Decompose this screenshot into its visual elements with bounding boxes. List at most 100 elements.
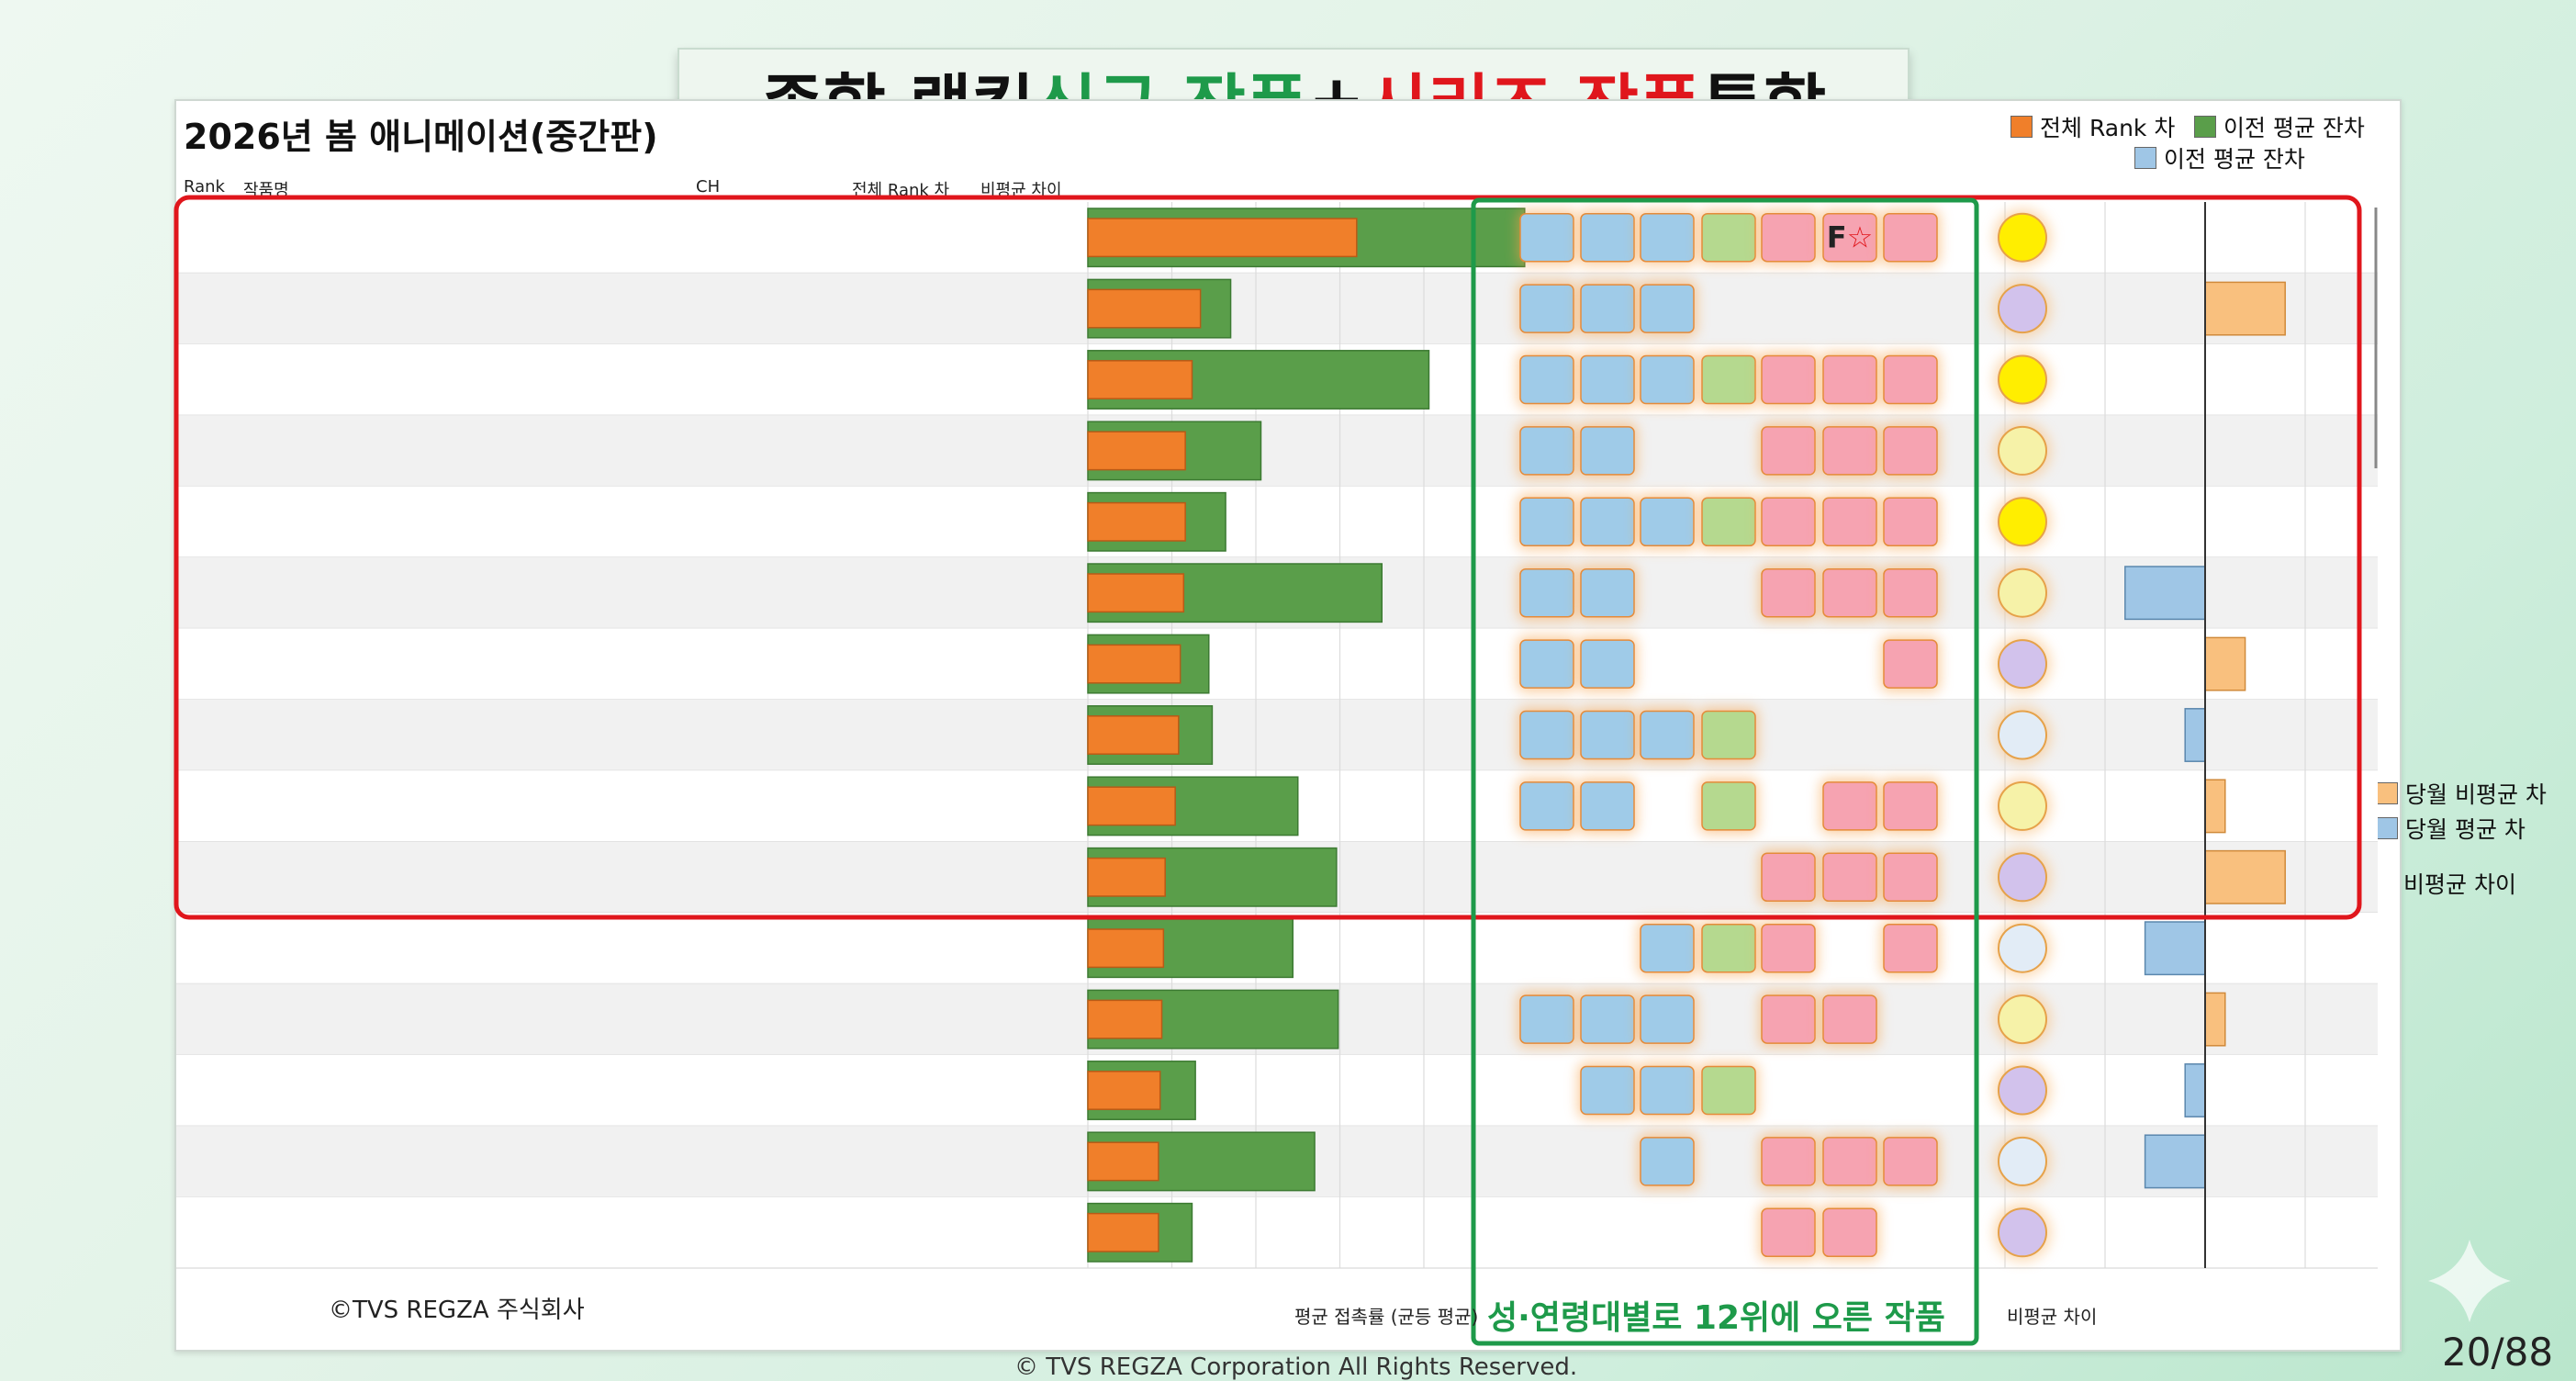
green-box-note: 성·연령대별로 12위에 오른 작품 — [1487, 1299, 1945, 1337]
nonavg-bar — [2204, 849, 2286, 904]
count-circle — [1998, 780, 2047, 831]
demographic-chip — [1701, 497, 1756, 547]
demographic-chip — [1883, 639, 1938, 689]
demographic-chip — [1519, 639, 1574, 689]
demographic-chip — [1580, 710, 1635, 760]
demographic-chip — [1580, 994, 1635, 1044]
demographic-chip — [1761, 497, 1816, 547]
demographic-chip — [1761, 426, 1816, 476]
legend-prev-residual-neg: 이전 평균 잔차 — [2134, 141, 2305, 174]
top10-highlight-box — [174, 195, 2362, 920]
orange-bar — [1087, 786, 1176, 826]
legend-prev-residual-neg-label: 이전 평균 잔차 — [2164, 146, 2305, 173]
demographic-chip — [1761, 354, 1816, 405]
count-circle — [1998, 923, 2047, 973]
demographic-chip — [1580, 1065, 1635, 1116]
demographic-chip — [1519, 781, 1574, 831]
demographic-chip — [1519, 994, 1574, 1044]
demographic-chip — [1883, 1137, 1938, 1186]
nonavg-bar — [2204, 281, 2286, 336]
count-circle — [1998, 212, 2047, 263]
demographic-chip — [1761, 994, 1816, 1044]
demographic-chip — [1701, 354, 1756, 405]
legend-cur-avg-label: 당월 평균 차 — [2405, 816, 2526, 843]
demographic-chip — [1761, 852, 1816, 903]
demographic-chip — [1640, 354, 1695, 405]
demographic-chip — [1883, 781, 1938, 831]
nonavg-bar — [2144, 921, 2206, 976]
demographic-chip — [1519, 497, 1574, 547]
demographic-chip — [1580, 284, 1635, 333]
legend-rank-diff: 전체 Rank 차 — [2010, 110, 2175, 143]
count-circle — [1998, 1065, 2047, 1116]
header-ch: CH — [696, 177, 721, 196]
count-circle — [1998, 425, 2047, 476]
demographic-chip — [1761, 567, 1816, 618]
legend-cur-avg: 당월 평균 차 — [2376, 812, 2526, 845]
nonavg-bar — [2204, 779, 2226, 834]
demographic-chip — [1822, 1137, 1877, 1186]
orange-bar — [1087, 644, 1182, 684]
orange-bar — [1087, 501, 1186, 542]
demographic-chip — [1822, 1207, 1877, 1258]
legend-prev-residual-pos: 이전 평균 잔차 — [2194, 110, 2365, 143]
demographic-chip — [1822, 426, 1877, 476]
demographic-chip — [1701, 781, 1756, 831]
demographic-chip — [1580, 781, 1635, 831]
demographic-chip — [1640, 1065, 1695, 1116]
bar-axis-label: 평균 접촉률 (균등 평균) — [1294, 1306, 1479, 1328]
demographic-chip — [1822, 354, 1877, 405]
demographic-chip — [1761, 1137, 1816, 1186]
demographic-chip — [1640, 923, 1695, 973]
orange-bar — [1087, 1212, 1159, 1252]
demographic-highlight-box — [1471, 197, 1979, 1346]
nonavg-bar — [2184, 708, 2206, 762]
orange-swatch-icon — [2010, 116, 2033, 138]
count-circle — [1998, 1207, 2047, 1258]
demographic-chip — [1519, 710, 1574, 760]
nonavg-axis-label: 비평균 차이 — [2007, 1306, 2098, 1328]
demographic-chip — [1640, 994, 1695, 1044]
nonavg-bar — [2184, 1063, 2206, 1117]
orange-bar — [1087, 928, 1165, 969]
legend-cur-nonavg: 당월 비평균 차 — [2376, 777, 2547, 810]
nonavg-bar — [2124, 566, 2206, 621]
demographic-chip — [1580, 354, 1635, 405]
orange-bar — [1087, 1071, 1161, 1110]
blue-swatch-icon — [2134, 147, 2156, 169]
orange-bar — [1087, 218, 1358, 258]
nonavg-bar — [2204, 636, 2246, 691]
demographic-chip — [1822, 781, 1877, 831]
demographic-chip — [1822, 994, 1877, 1044]
demographic-chip — [1580, 212, 1635, 263]
count-circle — [1998, 1136, 2047, 1186]
demographic-chip — [1883, 354, 1938, 405]
count-circle — [1998, 497, 2047, 547]
count-circle — [1998, 567, 2047, 618]
demographic-chip — [1580, 426, 1635, 476]
demographic-chip — [1822, 852, 1877, 903]
green-note-bg — [1476, 1286, 1974, 1339]
demographic-chip — [1640, 284, 1695, 333]
orange-bar — [1087, 288, 1202, 329]
demographic-chip — [1701, 1065, 1756, 1116]
demographic-chip — [1883, 426, 1938, 476]
demographic-chip — [1580, 567, 1635, 618]
demographic-chip — [1761, 1207, 1816, 1258]
page-number: 20/88 — [2442, 1330, 2554, 1375]
count-circle — [1998, 354, 2047, 405]
card-copyright: ©TVS REGZA 주식회사 — [329, 1297, 585, 1324]
legend-rank-diff-label: 전체 Rank 차 — [2040, 115, 2176, 141]
demographic-chip — [1701, 923, 1756, 973]
legend-nonavg-title: 비평균 차이 — [2403, 871, 2516, 898]
green-swatch-icon — [2194, 116, 2216, 138]
demographic-chip — [1761, 923, 1816, 973]
legend-cur-nonavg-label: 당월 비평균 차 — [2405, 781, 2547, 808]
sparkle-icon — [2428, 1240, 2511, 1322]
demographic-chip — [1822, 567, 1877, 618]
page-subtitle: 2026년 봄 애니메이션(중간판) — [184, 117, 658, 157]
demographic-chip — [1701, 212, 1756, 263]
nonavg-bar — [2144, 1134, 2206, 1189]
demographic-chip — [1701, 710, 1756, 760]
